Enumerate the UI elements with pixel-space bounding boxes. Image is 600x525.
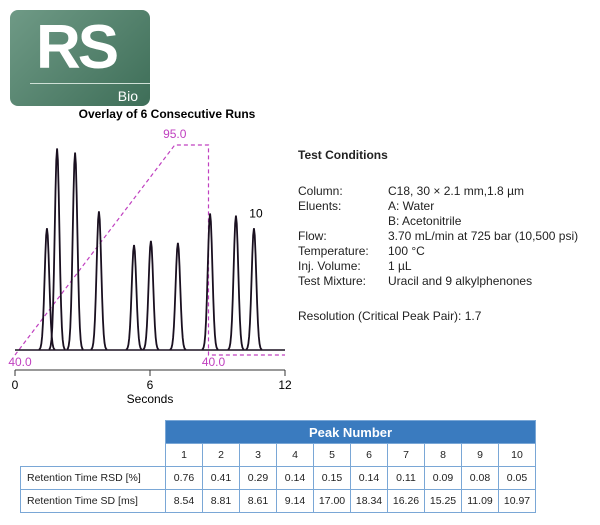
peak: [169, 242, 187, 351]
peak: [125, 244, 143, 351]
condition-label: Test Mixture:: [298, 274, 367, 288]
peak: [38, 228, 56, 351]
logo-text: RS: [36, 13, 119, 82]
table-title-row: Peak Number: [21, 420, 536, 444]
condition-value: 1 µL: [388, 259, 412, 273]
logo: RS Bio: [10, 10, 150, 106]
table-header-row: 1 2 3 4 5 6 7 8 9 10: [21, 443, 536, 467]
table-cell: 11.09: [461, 489, 499, 513]
x-tick-label: 12: [278, 378, 292, 392]
peak: [142, 240, 160, 351]
column-header: 4: [276, 443, 314, 467]
logo-sub: Bio: [117, 88, 138, 104]
condition-value: 100 °C: [388, 244, 425, 258]
column-header: 1: [165, 443, 203, 467]
condition-row: Temperature: 100 °C: [298, 244, 578, 259]
table-row: Retention Time RSD [%] 0.76 0.41 0.29 0.14 0.…: [20, 466, 536, 490]
table-cell: 0.14: [276, 466, 314, 490]
column-header: 6: [350, 443, 388, 467]
logo-rule: [30, 83, 150, 84]
table-cell: 0.05: [498, 466, 536, 490]
table-cell: 0.09: [424, 466, 462, 490]
condition-label: Eluents:: [298, 199, 342, 213]
table-cell: 0.15: [313, 466, 351, 490]
table-cell: 15.25: [424, 489, 462, 513]
results-table: Peak Number 1 2 3 4 5 6 7 8 9 10 Retention Time RSD…: [20, 420, 536, 513]
resolution: Resolution (Critical Peak Pair): 1.7: [298, 309, 482, 323]
condition-row: Flow: 3.70 mL/min at 725 bar (10,500 psi): [298, 229, 578, 244]
condition-row: Eluents: A: Water: [298, 199, 578, 214]
x-tick-label: 6: [147, 378, 154, 392]
peak: [66, 152, 84, 351]
table-cell: 0.29: [239, 466, 277, 490]
peak: [227, 215, 245, 351]
column-header: 9: [461, 443, 499, 467]
table-cell: 0.76: [165, 466, 203, 490]
column-header: 10: [498, 443, 536, 467]
peak: [90, 211, 108, 351]
condition-label: Temperature:: [298, 244, 369, 258]
table-cell: 16.26: [387, 489, 425, 513]
peak-annotation: 10: [249, 206, 263, 220]
x-tick-label: 0: [12, 378, 19, 392]
table-cell: 0.14: [350, 466, 388, 490]
table-title: Peak Number: [165, 420, 536, 444]
condition-value: C18, 30 × 2.1 mm,1.8 µm: [388, 184, 524, 198]
peak: [245, 228, 263, 351]
conditions-list: Column: C18, 30 × 2.1 mm,1.8 µm Eluents: A:…: [298, 184, 578, 289]
column-header: 8: [424, 443, 462, 467]
table-cell: 10.97: [498, 489, 536, 513]
blank-cell: [21, 444, 166, 467]
condition-value: B: Acetonitrile: [388, 214, 462, 228]
table-cell: 0.11: [387, 466, 425, 490]
condition-label: Flow:: [298, 229, 327, 243]
x-axis-label: Seconds: [127, 392, 174, 406]
blank-cell: [21, 421, 166, 444]
condition-value: 3.70 mL/min at 725 bar (10,500 psi): [388, 229, 579, 243]
peak: [48, 148, 66, 351]
chart: Overlay of 6 Consecutive Runs 0 6 12 Second…: [8, 107, 292, 406]
table-cell: 9.14: [276, 489, 314, 513]
gradient-label: 95.0: [163, 127, 187, 141]
condition-label: [298, 214, 388, 229]
column-header: 3: [239, 443, 277, 467]
table-cell: 17.00: [313, 489, 351, 513]
condition-row: Column: C18, 30 × 2.1 mm,1.8 µm: [298, 184, 578, 199]
column-header: 2: [202, 443, 240, 467]
table-cell: 0.08: [461, 466, 499, 490]
condition-row: Test Mixture: Uracil and 9 alkylphenones: [298, 274, 578, 289]
table-cell: 0.41: [202, 466, 240, 490]
row-label: Retention Time RSD [%]: [20, 466, 166, 490]
condition-value: Uracil and 9 alkylphenones: [388, 274, 533, 288]
column-header: 5: [313, 443, 351, 467]
condition-label: Column:: [298, 184, 343, 198]
table-cell: 18.34: [350, 489, 388, 513]
peak: [201, 213, 219, 351]
gradient-line: [14, 144, 285, 356]
gradient-label: 40.0: [8, 355, 32, 369]
condition-row: Inj. Volume: 1 µL: [298, 259, 578, 274]
table-row: Retention Time SD [ms] 8.54 8.81 8.61 9.14 17…: [20, 489, 536, 513]
chart-title: Overlay of 6 Consecutive Runs: [79, 107, 256, 121]
row-label: Retention Time SD [ms]: [20, 489, 166, 513]
conditions-title: Test Conditions: [298, 148, 388, 162]
condition-label: Inj. Volume:: [298, 259, 361, 273]
condition-row: B: Acetonitrile: [298, 214, 578, 229]
column-header: 7: [387, 443, 425, 467]
table-cell: 8.61: [239, 489, 277, 513]
test-conditions: Test Conditions Column: C18, 30 × 2.1 mm,…: [298, 148, 578, 323]
condition-value: A: Water: [388, 199, 435, 213]
table-cell: 8.54: [165, 489, 203, 513]
gradient-label: 40.0: [202, 355, 226, 369]
table-cell: 8.81: [202, 489, 240, 513]
